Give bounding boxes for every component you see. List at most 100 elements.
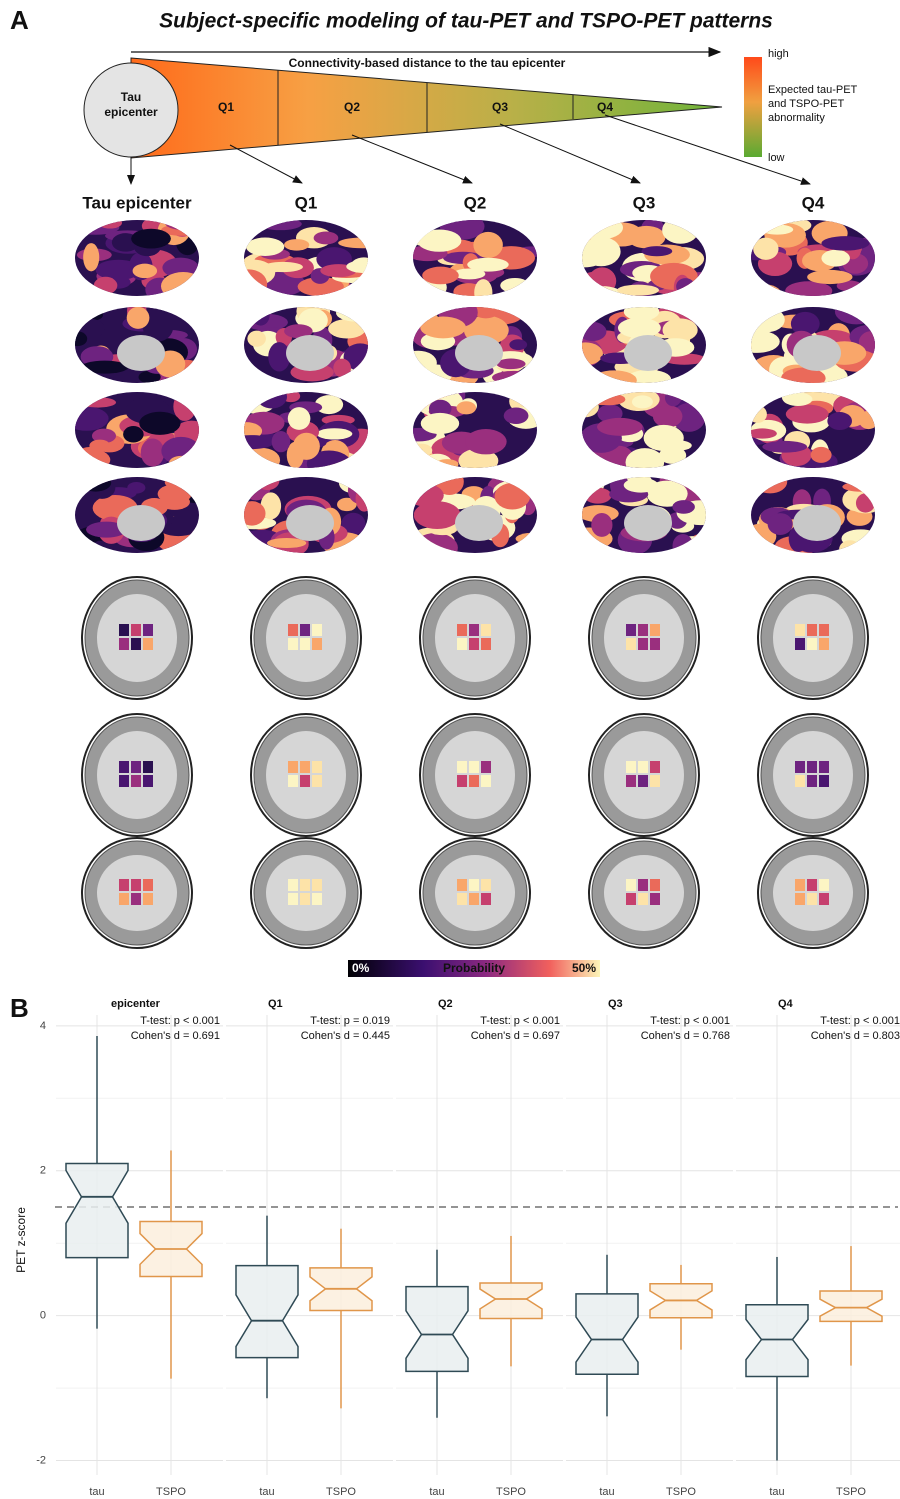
surface-parcel [465,429,507,454]
axial-roi [469,879,479,891]
axial-roi [300,761,310,773]
surface-parcel [748,428,777,438]
axial-roi [481,761,491,773]
surface-parcel [83,243,99,271]
x-tick-label: tau [769,1486,784,1498]
surface-parcel [842,482,880,492]
surface-parcel [123,426,144,442]
colorbar-min: 0% [352,961,370,975]
axial-roi [300,893,310,905]
surface-parcel [414,501,461,529]
arrow-label: Connectivity-based distance to the tau e… [289,56,566,70]
axial-roi [795,761,805,773]
surface-parcel [98,217,122,229]
surface-parcel [346,260,385,273]
cortical-surface [408,468,552,562]
subcortex [455,505,503,541]
surface-parcel [641,246,672,256]
surface-parcel [753,470,787,493]
surface-parcel [618,318,661,338]
axial-roi [650,761,660,773]
surface-parcel [328,319,366,338]
cortical-surface [228,218,386,301]
surface-parcel [786,405,829,424]
figure-title: Subject-specific modeling of tau-PET and… [159,10,773,33]
facet-label: Q2 [438,998,453,1010]
surface-parcel [333,359,351,378]
surface-parcel [63,398,92,408]
surface-parcel [584,488,612,504]
surface-parcel [284,239,309,250]
facet-annotation: Cohen's d = 0.697 [471,1030,560,1042]
surface-parcel [753,238,778,260]
surface-parcel [662,217,699,244]
y-tick-label: 4 [40,1020,46,1032]
axial-roi [795,893,805,905]
axial-roi [481,879,491,891]
axial-roi [312,638,322,650]
axial-roi [143,624,153,636]
surface-parcel [141,438,165,466]
axial-roi [119,775,129,787]
surface-parcel [64,407,108,431]
surface-parcel [316,428,352,439]
axial-roi [143,761,153,773]
surface-parcel [821,236,869,250]
surface-parcel [467,258,508,272]
axial-roi [312,893,322,905]
axial-roi [650,879,660,891]
legend-text: Expected tau-PET [768,84,858,96]
panel-label: B [10,993,29,1023]
facet-annotation: Cohen's d = 0.691 [131,1030,220,1042]
axial-roi [288,624,298,636]
axial-roi [650,624,660,636]
axial-roi [819,761,829,773]
surface-parcel [785,281,832,300]
cortical-surface [407,213,550,307]
x-tick-label: TSPO [836,1486,866,1498]
surface-parcel [169,456,194,470]
axial-roi [795,879,805,891]
figure: A Subject-specific modeling of tau-PET a… [0,0,900,1499]
surface-parcel [747,307,785,332]
cortical-surface [63,390,209,473]
axial-roi [469,761,479,773]
surface-parcel [288,407,311,430]
axial-roi [131,775,141,787]
subcortex [793,335,841,371]
surface-parcel [400,351,437,375]
surface-parcel [242,448,280,472]
surface-parcel [177,367,213,394]
axial-roi [795,775,805,787]
box [406,1287,468,1372]
surface-parcel [591,513,612,537]
axial-roi [638,893,648,905]
surface-parcel [626,448,665,476]
surface-parcel [263,262,303,272]
surface-parcel [127,307,150,329]
surface-parcel [161,272,205,300]
box [820,1291,882,1321]
surface-parcel [417,229,461,251]
surface-parcel [624,478,659,493]
facet-annotation: T-test: p < 0.001 [140,1015,220,1027]
axial-roi [300,638,310,650]
axial-roi [119,893,129,905]
surface-parcel [492,371,536,385]
brain-grid: Tau epicenterQ1Q2Q3Q4 [55,193,888,948]
wedge-label: Q4 [597,100,613,114]
column-arrow [500,124,640,183]
column-arrow [352,135,472,183]
axial-roi [119,638,129,650]
cortical-surface [735,299,888,391]
axial-roi [807,624,817,636]
axial-roi [807,893,817,905]
x-tick-label: TSPO [666,1486,696,1498]
surface-parcel [676,278,695,295]
surface-parcel [509,339,527,350]
x-tick-label: TSPO [496,1486,526,1498]
surface-parcel [597,418,643,436]
axial-roi [807,761,817,773]
surface-parcel [272,431,291,452]
subcortex [286,335,334,371]
